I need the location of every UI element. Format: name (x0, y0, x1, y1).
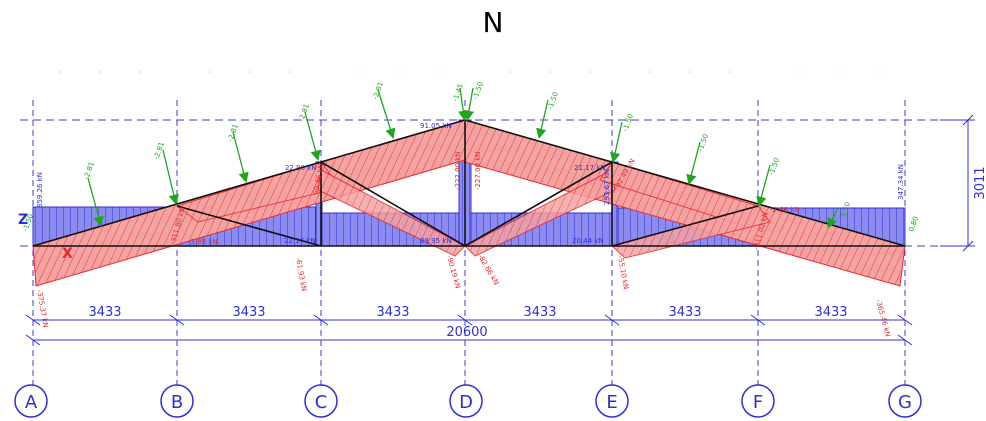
load-label: -1.50 (546, 91, 560, 111)
svg-text:E: E (606, 392, 617, 413)
force-label-diag-left: -3.89 kN (188, 238, 218, 246)
load-label: 0.80 (907, 215, 920, 232)
span-label-ab: 3433 (88, 305, 121, 320)
span-label-cd: 3433 (376, 305, 409, 320)
load-label: -1.50 (621, 113, 635, 133)
grid-dots (59, 71, 881, 73)
force-label-bottom-c: 22.17 kN (284, 237, 316, 245)
svg-text:B: B (171, 392, 183, 413)
force-label-post-d2: -227.00 kN (474, 151, 482, 190)
axis-bubble-c: C (304, 384, 338, 418)
span-label-bc: 3433 (232, 305, 265, 320)
svg-text:A: A (25, 392, 38, 413)
force-label-chord-left: 359.26 kN (36, 172, 44, 208)
dimension-texts: 3433 3433 3433 3433 3433 3433 20600 3011 (88, 166, 986, 340)
load-label: -2.81 (371, 81, 385, 101)
force-label-post-d: -222.00 kN (454, 151, 462, 190)
top-chord-force-band (32, 119, 906, 287)
height-dim-label: 3011 (973, 166, 986, 199)
load-label: -1.50 (767, 157, 781, 177)
load-label: -1.45 (451, 83, 465, 103)
axis-bubble-f: F (741, 384, 775, 418)
force-label-mid-f: -2.68 kN (770, 206, 800, 214)
force-label-top-e: 21.17 kN (574, 164, 606, 172)
axis-bubble-g: G (888, 384, 922, 418)
svg-text:D: D (459, 392, 473, 413)
axis-bubbles: A B C D E F G (14, 384, 922, 418)
dimension-lines (25, 114, 975, 346)
load-label: -2.81 (152, 141, 166, 161)
force-label-under-e: -55.10 kN (616, 255, 630, 290)
force-label-chord-right: 347.34 kN (897, 164, 905, 200)
span-label-fg: 3433 (814, 305, 847, 320)
force-label-top-c: 22.90 kN (285, 164, 317, 172)
total-span-label: 20600 (446, 325, 487, 340)
span-label-ef: 3433 (668, 305, 701, 320)
diagram-title: N (482, 6, 504, 39)
force-label-under-c: -61.93 kN (294, 257, 308, 292)
svg-text:F: F (753, 392, 763, 413)
span-label-de: 3433 (523, 305, 556, 320)
load-label: -2.81 (82, 161, 96, 181)
svg-text:C: C (315, 392, 328, 413)
load-label: -1.50 (471, 81, 485, 101)
load-label: -1.50 (696, 133, 710, 153)
force-label-under-g: -365.46 kN (874, 298, 892, 337)
local-axis-z: Z (18, 212, 28, 228)
local-axis-x: X (62, 246, 73, 262)
force-label-under-d2: -82.86 kN (476, 253, 500, 287)
axis-bubble-e: E (595, 384, 629, 418)
force-label-post-e: 293.67 kN (603, 169, 611, 205)
force-label-bottom-d: 89.95 kN (420, 237, 452, 245)
local-axis-marker: Z X (18, 212, 73, 262)
blue-force-labels: 359.26 kN 347.34 kN 22.90 kN 91.05 kN 21… (36, 122, 905, 245)
truss-members (32, 119, 906, 247)
axis-bubble-b: B (160, 384, 194, 418)
svg-text:G: G (898, 392, 912, 413)
force-label-top-d: 91.05 kN (420, 122, 452, 130)
force-label-bottom-e: 20.44 kN (572, 237, 604, 245)
axis-bubble-d: D (449, 384, 483, 418)
load-arrows (87, 87, 839, 229)
force-label-under-d1: -90.19 kN (445, 254, 462, 289)
axis-bubble-a: A (14, 384, 48, 418)
load-label: -2.81 (226, 123, 240, 143)
